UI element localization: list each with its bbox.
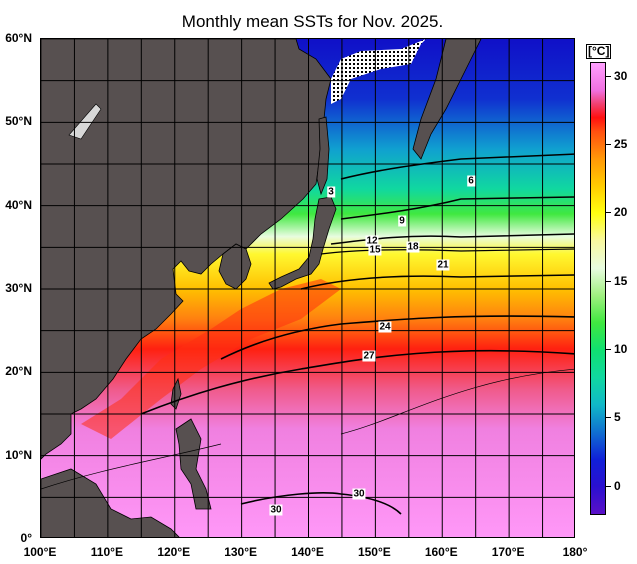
- contour-label: 21: [436, 259, 450, 271]
- colorbar-tick-label: 0: [614, 478, 621, 493]
- korea-land: [218, 243, 252, 290]
- lon-label: 100°E: [23, 545, 57, 559]
- lon-label: 150°E: [357, 545, 391, 559]
- colorbar-unit: [°C]: [586, 44, 612, 59]
- lat-label: 60°N: [5, 31, 32, 45]
- colorbar-tick: [605, 417, 611, 419]
- colorbar-tick-label: 25: [614, 137, 628, 151]
- colorbar-tick: [605, 280, 611, 282]
- lat-lon-grid: [41, 39, 574, 537]
- philippines-land: [175, 418, 212, 510]
- lon-label: 170°E: [491, 545, 525, 559]
- sea-ice-edge: [331, 39, 426, 104]
- lon-label: 120°E: [157, 545, 191, 559]
- sst-map: 3 6 9 12 15 18 21 24 27 30 30: [40, 38, 575, 538]
- lon-label: 140°E: [291, 545, 324, 559]
- contour-label: 6: [467, 175, 475, 187]
- contour-label: 3: [327, 186, 335, 198]
- colorbar-tick-label: 30: [614, 68, 628, 83]
- colorbar-tick-label: 10: [614, 342, 628, 356]
- lon-label: 160°E: [424, 545, 458, 559]
- lon-label: 130°E: [224, 545, 258, 559]
- lake-baikal: [68, 103, 102, 140]
- colorbar-tick: [605, 485, 611, 487]
- colorbar: [590, 62, 606, 515]
- contour-label: 18: [406, 241, 420, 253]
- contour-label: 12: [365, 235, 379, 247]
- lon-label: 180°: [562, 545, 588, 559]
- map-title: Monthly mean SSTs for Nov. 2025.: [181, 12, 444, 31]
- lon-label: 110°E: [90, 545, 123, 559]
- japan-land: [268, 196, 337, 290]
- lat-label: 30°N: [5, 281, 32, 295]
- contour-label: 24: [378, 321, 392, 333]
- sst-field: [41, 39, 574, 537]
- contour-label: 9: [398, 215, 406, 227]
- colorbar-tick-label: 15: [614, 273, 628, 288]
- lat-label: 0°: [20, 531, 32, 545]
- lat-label: 40°N: [5, 197, 32, 212]
- contour-label: 30: [269, 504, 283, 516]
- colorbar-tick-label: 5: [614, 410, 621, 425]
- colorbar-tick-label: 20: [614, 205, 628, 220]
- kamchatka-land: [412, 39, 482, 160]
- contour-label: 30: [352, 488, 366, 500]
- colorbar-tick: [605, 144, 611, 145]
- colorbar-tick: [605, 349, 611, 350]
- colorbar-tick: [605, 212, 611, 214]
- colorbar-tick: [605, 75, 611, 77]
- lat-label: 20°N: [5, 364, 32, 379]
- lat-label: 50°N: [5, 114, 32, 129]
- contour-label: 27: [362, 350, 376, 362]
- contour-label: 15: [368, 244, 382, 256]
- lat-label: 10°N: [5, 447, 32, 462]
